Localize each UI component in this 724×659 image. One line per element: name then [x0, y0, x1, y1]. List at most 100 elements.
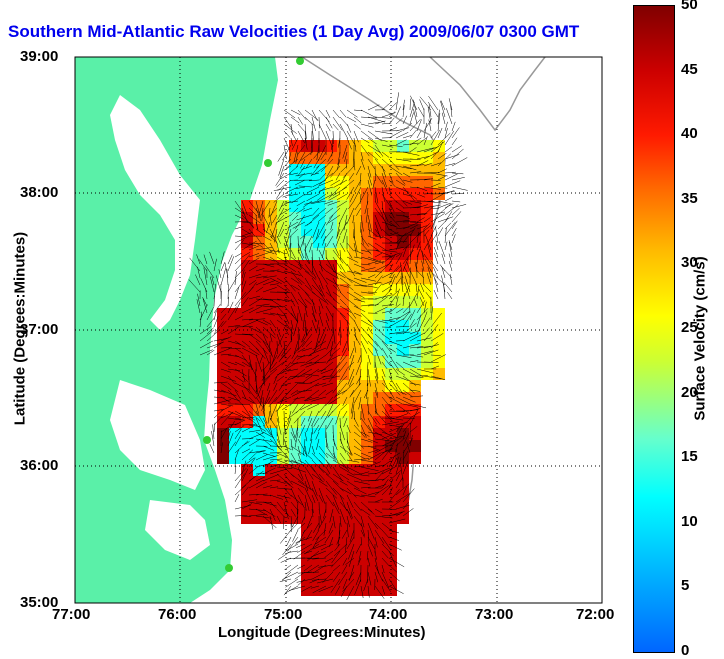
velocity-vector [209, 251, 215, 265]
velocity-vector [226, 269, 229, 286]
velocity-vector [220, 427, 228, 440]
velocity-vector [332, 473, 344, 482]
velocity-vector [206, 330, 220, 342]
velocity-vector [339, 515, 342, 527]
velocity-vector [402, 142, 419, 146]
velocity-cell [277, 296, 289, 308]
velocity-vector [381, 474, 390, 482]
velocity-vector [395, 207, 405, 214]
velocity-vector [409, 293, 418, 307]
velocity-cell [253, 512, 265, 524]
velocity-vector [220, 442, 223, 454]
velocity-vector [276, 501, 285, 512]
velocity-vector [409, 206, 422, 209]
velocity-vector [213, 321, 224, 335]
velocity-vector [304, 249, 310, 264]
x-tick: 72:00 [576, 606, 615, 623]
velocity-vector [300, 361, 313, 367]
velocity-vector [329, 508, 334, 523]
velocity-vector [311, 109, 318, 121]
velocity-cell [277, 500, 289, 512]
velocity-cell [301, 416, 313, 428]
velocity-vector [342, 165, 355, 178]
velocity-vector [322, 382, 334, 387]
velocity-vector [388, 111, 396, 118]
velocity-vector [374, 508, 383, 514]
velocity-vector [304, 445, 308, 458]
velocity-vector [259, 354, 264, 364]
velocity-vector [290, 487, 298, 504]
velocity-vector [234, 375, 245, 383]
velocity-vector [255, 235, 263, 245]
velocity-vector [444, 241, 448, 251]
velocity-vector [197, 293, 201, 307]
velocity-vector [349, 193, 355, 203]
velocity-vector [381, 207, 389, 223]
velocity-vector [325, 207, 334, 215]
velocity-cell [337, 212, 349, 224]
velocity-vector [324, 550, 334, 558]
velocity-cell [325, 356, 337, 368]
velocity-vector [310, 144, 313, 156]
x-tick: 75:00 [264, 606, 303, 623]
velocity-vector [318, 144, 327, 161]
velocity-vector [433, 246, 439, 258]
velocity-vector [318, 564, 334, 568]
velocity-vector [311, 501, 314, 514]
velocity-vector [325, 277, 340, 287]
velocity-vector [437, 217, 449, 230]
velocity-vector [241, 389, 247, 399]
velocity-vector [306, 417, 313, 433]
velocity-vector [367, 137, 377, 145]
velocity-vector [332, 277, 342, 293]
velocity-vector [416, 368, 435, 374]
velocity-vector [367, 333, 379, 347]
velocity-vector [318, 494, 324, 503]
velocity-vector [416, 147, 435, 153]
velocity-vector [196, 299, 201, 314]
velocity-vector [285, 564, 299, 575]
velocity-vector [325, 438, 329, 448]
velocity-vector [290, 256, 303, 267]
velocity-vector [255, 228, 265, 236]
velocity-vector [270, 200, 278, 216]
velocity-cell [301, 560, 313, 572]
velocity-vector [324, 529, 334, 544]
velocity-cell [313, 404, 325, 416]
velocity-vector [269, 340, 271, 352]
velocity-vector [416, 337, 432, 342]
velocity-vector [374, 471, 384, 482]
velocity-vector [430, 207, 440, 210]
velocity-cell [373, 368, 385, 380]
velocity-vector [360, 235, 369, 247]
velocity-vector [374, 550, 377, 560]
velocity-vector [374, 485, 390, 496]
velocity-vector [283, 137, 290, 151]
velocity-cell [409, 416, 421, 428]
velocity-vector [437, 109, 440, 125]
velocity-vector [269, 508, 276, 521]
velocity-vector [348, 172, 355, 181]
velocity-vector [297, 270, 304, 278]
velocity-vector [234, 484, 247, 496]
velocity-vector [409, 395, 424, 398]
velocity-vector [319, 172, 334, 185]
velocity-vector [388, 511, 403, 517]
velocity-vector [307, 564, 320, 573]
velocity-vector [339, 305, 352, 313]
velocity-vector [262, 347, 270, 364]
velocity-vector [437, 202, 451, 209]
velocity-cell [361, 152, 373, 164]
velocity-cell [301, 248, 313, 260]
velocity-vector [283, 165, 292, 171]
velocity-vector [311, 319, 316, 330]
velocity-vector [338, 571, 348, 586]
velocity-vector [283, 277, 296, 292]
velocity-vector [360, 158, 366, 170]
velocity-vector [305, 340, 313, 347]
velocity-vector [353, 333, 361, 346]
velocity-vector [446, 108, 453, 125]
velocity-vector [234, 287, 240, 300]
velocity-vector [227, 420, 236, 433]
velocity-vector [276, 417, 282, 435]
